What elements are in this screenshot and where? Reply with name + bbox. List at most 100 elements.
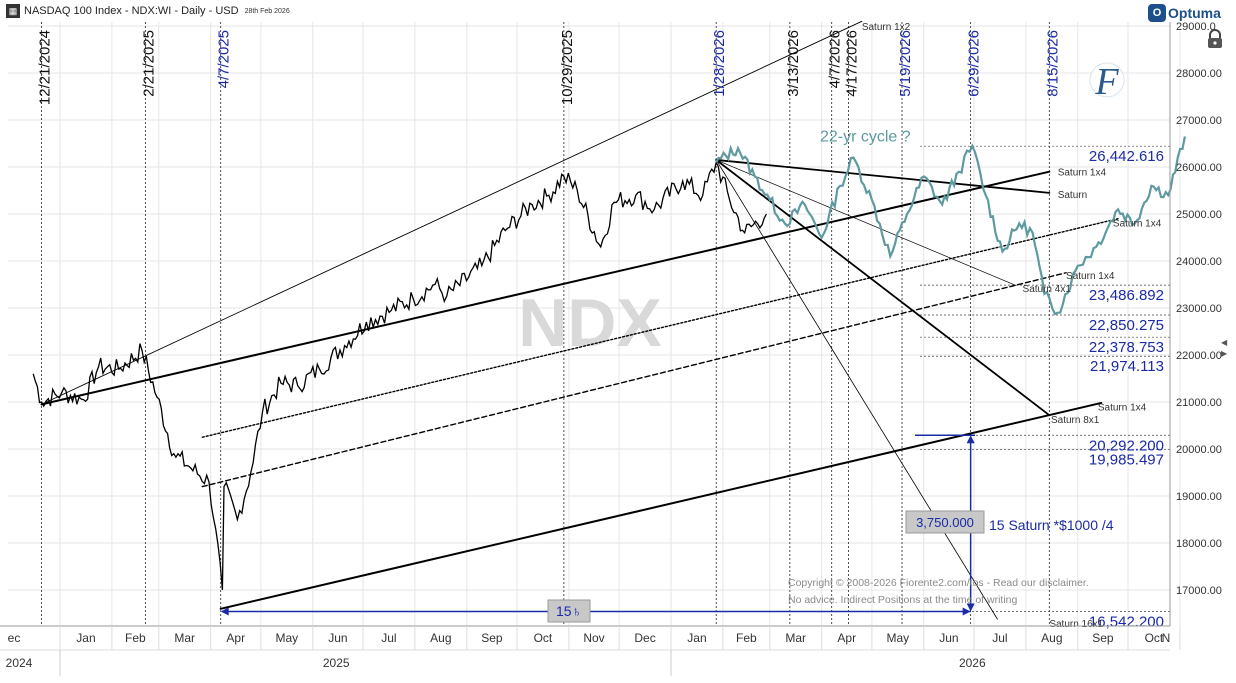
- price-level-label: 22,378.753: [1089, 339, 1164, 356]
- x-tick-label: ec: [8, 631, 21, 645]
- price-level-label: 26,442.616: [1089, 148, 1164, 165]
- date-line-label: 8/15/2026: [1044, 30, 1061, 97]
- x-tick-label: Jan: [687, 631, 706, 645]
- x-tick-label: Sep: [1092, 631, 1114, 645]
- date-line-label: 4/17/2026: [843, 30, 860, 97]
- x-tick-label: Oct: [1145, 631, 1164, 645]
- x-tick-label: Feb: [125, 631, 146, 645]
- measure-time-box: [547, 599, 591, 623]
- trend-line-label: Saturn 1x4: [1113, 218, 1162, 229]
- y-tick-label: 24000.00: [1176, 256, 1222, 268]
- x-tick-label: May: [275, 631, 298, 645]
- trend-line: [219, 401, 1103, 610]
- date-line-label: 4/7/2026: [827, 30, 844, 88]
- measure-value: 3,750.000: [916, 515, 974, 530]
- copyright-line-1: Copyright © 2008-2026 Fiorente2.com/tos …: [788, 577, 1089, 589]
- cycle-line: [715, 136, 1186, 316]
- measure-value-box: [905, 510, 985, 534]
- optuma-logo-icon: O: [1148, 4, 1166, 22]
- trend-line-label: Saturn: [1058, 190, 1087, 201]
- price-level-label: 20,292.200: [1089, 437, 1164, 454]
- x-tick-label: Feb: [736, 631, 757, 645]
- trend-line-label: Saturn 1x4: [1066, 271, 1115, 282]
- trend-line-label: Saturn 8x1: [1051, 415, 1100, 426]
- fiorente-logo: F: [1089, 61, 1125, 103]
- x-tick-label: Nov: [583, 631, 604, 645]
- measure-arrow-right: [962, 607, 971, 616]
- y-tick-label: 29000.0: [1176, 21, 1216, 33]
- chart-title: NASDAQ 100 Index - NDX:WI - Daily - USD: [24, 5, 239, 17]
- x-tick-label: N: [1162, 631, 1171, 645]
- y-tick-label: 21000.00: [1176, 397, 1222, 409]
- measure-arrow-up: [966, 435, 975, 444]
- watermark-text: NDX: [518, 285, 662, 361]
- optuma-logo-text: Optuma: [1168, 5, 1221, 21]
- price-level-label: 23,486.892: [1089, 287, 1164, 304]
- chart-text: 12/21/2024 2/21/2025 4/7/2025 10/29/2025 1/2…: [37, 22, 1164, 631]
- date-line-label: 12/21/2024: [37, 30, 54, 105]
- x-year-label: 2026: [959, 656, 986, 670]
- y-tick-label: 23000.00: [1176, 303, 1222, 315]
- copyright-line-2: No advice. Indirect Positions at the tim…: [788, 594, 1018, 606]
- x-tick-label: Mar: [174, 631, 195, 645]
- y-tick-label: 18000.00: [1176, 538, 1222, 550]
- x-tick-label: Jun: [328, 631, 347, 645]
- price-line: [32, 160, 767, 591]
- price-level-label: 21,974.113: [1090, 358, 1164, 375]
- y-tick-label: 17000.00: [1176, 585, 1222, 597]
- x-tick-label: May: [886, 631, 909, 645]
- measure-note: 15 Saturn *$1000 /4: [989, 517, 1114, 533]
- date-line-label: 10/29/2025: [559, 30, 576, 105]
- x-tick-label: Mar: [785, 631, 806, 645]
- date-line-label: 3/13/2026: [785, 30, 802, 97]
- lock-icon[interactable]: [1204, 28, 1226, 50]
- trend-line-label: Saturn 1x4: [1058, 168, 1107, 179]
- date-lines: [41, 22, 1050, 626]
- price-series: [32, 160, 767, 591]
- measure-arrow-left: [220, 607, 229, 616]
- trend-lines: [40, 20, 1119, 620]
- trend-line: [40, 170, 1051, 406]
- trend-line: [201, 217, 1119, 438]
- y-axis: 17000.00 18000.00 19000.00 20000.00 21000.00…: [1169, 21, 1228, 626]
- chart-icon: ▦: [6, 4, 20, 18]
- price-level-label: 19,985.497: [1089, 452, 1164, 469]
- y-tick-label: 25000.00: [1176, 209, 1222, 221]
- x-tick-label: Sep: [481, 631, 503, 645]
- x-tick-label: Apr: [226, 631, 245, 645]
- trend-line-label: Saturn 16x1: [1049, 619, 1103, 630]
- trend-line: [715, 159, 1051, 194]
- trend-line-label: Saturn 4x1: [1023, 284, 1072, 295]
- trend-line: [715, 159, 1017, 286]
- x-tick-label: Apr: [837, 631, 856, 645]
- y-tick-label: 28000.00: [1176, 68, 1222, 80]
- x-year-label: 2025: [323, 656, 350, 670]
- optuma-logo: O Optuma: [1148, 4, 1221, 22]
- x-tick-label: Jun: [939, 631, 958, 645]
- x-tick-label: Dec: [634, 631, 655, 645]
- measure-time-value: 15♄: [556, 603, 582, 619]
- measure-tool: 3,750.000 15 Saturn *$1000 /4 15♄: [220, 434, 1114, 623]
- y-tick-label: 26000.00: [1176, 162, 1222, 174]
- x-axis: ec Jan Feb Mar Apr May Jun Jul Aug Sep Oct Nov Dec Ja…: [0, 625, 1181, 676]
- trend-line: [201, 272, 1067, 488]
- scroll-right-icon: ▶: [1221, 349, 1228, 358]
- date-line-label: 1/28/2026: [711, 30, 728, 97]
- date-line-label: 5/19/2026: [897, 30, 914, 97]
- x-tick-label: Jan: [76, 631, 95, 645]
- y-tick-label: 27000.00: [1176, 115, 1222, 127]
- trend-line-label: Saturn 1x2: [862, 22, 911, 33]
- chart-header: ▦ NASDAQ 100 Index - NDX:WI - Daily - US…: [0, 0, 1170, 22]
- trend-line: [715, 159, 1051, 417]
- date-line-label: 6/29/2026: [966, 30, 983, 97]
- y-tick-label: 20000.00: [1176, 444, 1222, 456]
- date-line-label: 2/21/2025: [140, 30, 157, 97]
- fiorente-logo-glyph: F: [1094, 61, 1119, 103]
- y-tick-label: 19000.00: [1176, 491, 1222, 503]
- measure-arrow-down: [966, 603, 975, 612]
- trend-line: [41, 20, 863, 405]
- chart-date-stamp: 28th Feb 2026: [244, 7, 290, 15]
- y-tick-label: 22000.00: [1176, 350, 1222, 362]
- trend-line-label: Saturn 1x4: [1098, 403, 1147, 414]
